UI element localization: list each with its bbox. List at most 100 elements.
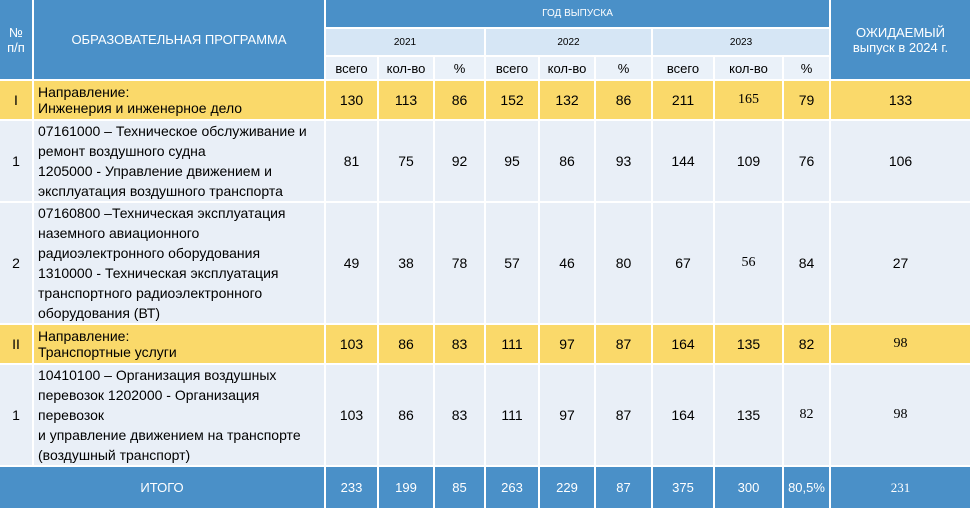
total-value: 199 bbox=[379, 467, 435, 510]
row-num: 2 bbox=[0, 203, 34, 325]
value-cell: 57 bbox=[486, 203, 540, 325]
value-cell: 95 bbox=[486, 121, 540, 203]
subheader-percent-2023: % bbox=[784, 57, 832, 81]
total-value: 87 bbox=[596, 467, 653, 510]
value-cell: 164 bbox=[653, 325, 715, 365]
total-value: 80,5% bbox=[784, 467, 832, 510]
total-value: 233 bbox=[326, 467, 379, 510]
expected-cell: 106 bbox=[831, 121, 972, 203]
value-cell: 109 bbox=[715, 121, 784, 203]
value-cell: 111 bbox=[486, 325, 540, 365]
value-cell: 83 bbox=[435, 365, 486, 467]
header-year-group: ГОД ВЫПУСКА bbox=[326, 0, 832, 29]
program-line: ремонт воздушного судна bbox=[38, 143, 206, 159]
direction-title: Направление: bbox=[38, 84, 130, 100]
total-expected: 231 bbox=[831, 467, 972, 510]
header-num: № п/п bbox=[0, 0, 34, 81]
subheader-total-2021: всего bbox=[326, 57, 379, 81]
subheader-count-2022: кол-во bbox=[540, 57, 596, 81]
value-cell: 164 bbox=[653, 365, 715, 467]
value-cell: 92 bbox=[435, 121, 486, 203]
value-cell: 78 bbox=[435, 203, 486, 325]
program-line: транспортного радиоэлектронного bbox=[38, 285, 263, 301]
program-line: радиоэлектронного оборудования bbox=[38, 245, 261, 261]
total-value: 85 bbox=[435, 467, 486, 510]
program-line: 07160800 –Техническая эксплуатация bbox=[38, 205, 286, 221]
value-cell: 46 bbox=[540, 203, 596, 325]
value-cell: 87 bbox=[596, 325, 653, 365]
total-label: ИТОГО bbox=[0, 467, 326, 510]
value-cell: 165 bbox=[715, 81, 784, 121]
row-num: I bbox=[0, 81, 34, 121]
direction-label: Инженерия и инженерное дело bbox=[38, 100, 243, 116]
value-cell: 81 bbox=[326, 121, 379, 203]
direction-name: Направление: Инженерия и инженерное дело bbox=[34, 81, 326, 121]
value-cell: 111 bbox=[486, 365, 540, 467]
header-year-2021: 2021 bbox=[326, 29, 486, 57]
program-line: 1205000 - Управление движением и bbox=[38, 163, 272, 179]
program-row: 1 10410100 – Организация воздушных перев… bbox=[0, 365, 972, 467]
direction-name: Направление: Транспортные услуги bbox=[34, 325, 326, 365]
subheader-percent-2022: % bbox=[596, 57, 653, 81]
program-name: 07160800 –Техническая эксплуатация назем… bbox=[34, 203, 326, 325]
value-cell: 97 bbox=[540, 365, 596, 467]
header-year-2022: 2022 bbox=[486, 29, 653, 57]
value-cell: 211 bbox=[653, 81, 715, 121]
program-name: 10410100 – Организация воздушных перевоз… bbox=[34, 365, 326, 467]
value-cell: 144 bbox=[653, 121, 715, 203]
total-value: 263 bbox=[486, 467, 540, 510]
value-cell: 79 bbox=[784, 81, 832, 121]
value-cell: 113 bbox=[379, 81, 435, 121]
subheader-total-2023: всего bbox=[653, 57, 715, 81]
program-line: наземного авиационного bbox=[38, 225, 200, 241]
header-program: ОБРАЗОВАТЕЛЬНАЯ ПРОГРАММА bbox=[34, 0, 326, 81]
value-cell: 93 bbox=[596, 121, 653, 203]
value-cell: 97 bbox=[540, 325, 596, 365]
value-cell: 103 bbox=[326, 365, 379, 467]
value-cell: 49 bbox=[326, 203, 379, 325]
program-line: 10410100 – Организация воздушных bbox=[38, 367, 277, 383]
header-year-2023: 2023 bbox=[653, 29, 832, 57]
subheader-count-2023: кол-во bbox=[715, 57, 784, 81]
total-value: 229 bbox=[540, 467, 596, 510]
value-cell: 152 bbox=[486, 81, 540, 121]
total-row: ИТОГО 233 199 85 263 229 87 375 300 80,5… bbox=[0, 467, 972, 510]
expected-cell: 27 bbox=[831, 203, 972, 325]
value-cell: 67 bbox=[653, 203, 715, 325]
subheader-total-2022: всего bbox=[486, 57, 540, 81]
expected-cell: 98 bbox=[831, 365, 972, 467]
program-line: эксплуатация воздушного транспорта bbox=[38, 183, 283, 199]
program-line: оборудования (ВТ) bbox=[38, 305, 161, 321]
value-cell: 86 bbox=[379, 325, 435, 365]
program-line: и управление движением на транспорте bbox=[38, 427, 301, 443]
subheader-count-2021: кол-во bbox=[379, 57, 435, 81]
value-cell: 76 bbox=[784, 121, 832, 203]
direction-label: Транспортные услуги bbox=[38, 344, 177, 360]
value-cell: 86 bbox=[540, 121, 596, 203]
direction-title: Направление: bbox=[38, 328, 130, 344]
row-num: 1 bbox=[0, 121, 34, 203]
value-cell: 87 bbox=[596, 365, 653, 467]
program-line: 1310000 - Техническая эксплуатация bbox=[38, 265, 279, 281]
value-cell: 84 bbox=[784, 203, 832, 325]
row-num: II bbox=[0, 325, 34, 365]
direction-row: II Направление: Транспортные услуги 103 8… bbox=[0, 325, 972, 365]
value-cell: 86 bbox=[379, 365, 435, 467]
value-cell: 82 bbox=[784, 365, 832, 467]
value-cell: 82 bbox=[784, 325, 832, 365]
value-cell: 135 bbox=[715, 325, 784, 365]
program-line: (воздушный транспорт) bbox=[38, 447, 191, 463]
total-value: 375 bbox=[653, 467, 715, 510]
program-line: 07161000 – Техническое обслуживание и bbox=[38, 123, 307, 139]
program-row: 1 07161000 – Техническое обслуживание и … bbox=[0, 121, 972, 203]
subheader-percent-2021: % bbox=[435, 57, 486, 81]
value-cell: 135 bbox=[715, 365, 784, 467]
expected-cell: 98 bbox=[831, 325, 972, 365]
value-cell: 103 bbox=[326, 325, 379, 365]
header-expected: ОЖИДАЕМЫЙ выпуск в 2024 г. bbox=[831, 0, 972, 81]
program-row: 2 07160800 –Техническая эксплуатация наз… bbox=[0, 203, 972, 325]
total-value: 300 bbox=[715, 467, 784, 510]
value-cell: 86 bbox=[596, 81, 653, 121]
value-cell: 83 bbox=[435, 325, 486, 365]
